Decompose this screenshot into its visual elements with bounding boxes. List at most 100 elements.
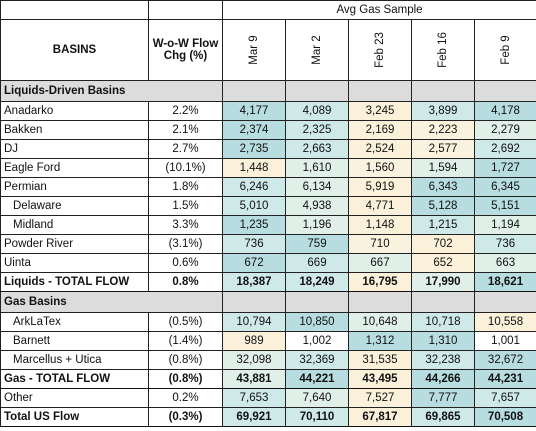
flow-value-cell: 710 — [348, 234, 412, 254]
flow-value-cell: 43,495 — [348, 369, 412, 389]
section-header-row: Gas Basins — [0, 291, 536, 313]
flow-value-cell: 5,128 — [411, 196, 475, 216]
basin-row: Marcellus + Utica (0.8%) 32,098 32,369 31,53… — [0, 350, 536, 370]
flow-value-cell: 1,215 — [411, 215, 475, 235]
wow-change-value: (0.8%) — [148, 369, 223, 389]
date-header: Feb 16 — [411, 19, 475, 81]
section-header-row: Liquids-Driven Basins — [0, 80, 536, 102]
section-header-blank — [222, 291, 286, 313]
basin-name: Total US Flow — [0, 407, 149, 427]
basin-row: Bakken 2.1% 2,374 2,325 2,169 2,223 2,279 — [0, 120, 536, 140]
flow-value-cell: 7,527 — [348, 388, 412, 408]
basin-name: Uinta — [0, 253, 149, 273]
flow-value-cell: 17,990 — [411, 272, 475, 292]
flow-value-cell: 989 — [222, 331, 286, 351]
flow-value-cell: 43,881 — [222, 369, 286, 389]
flow-value-cell: 7,777 — [411, 388, 475, 408]
flow-value-cell: 18,387 — [222, 272, 286, 292]
flow-value-cell: 4,089 — [285, 101, 349, 121]
section-header-blank — [348, 80, 412, 102]
flow-value-cell: 736 — [473, 234, 536, 254]
wow-change-value: 2.2% — [148, 101, 223, 121]
basin-row: Barnett (1.4%) 989 1,002 1,312 1,310 1,001 — [0, 331, 536, 351]
flow-value-cell: 32,098 — [222, 350, 286, 370]
date-label: Mar 9 — [248, 35, 260, 65]
flow-value-cell: 44,221 — [285, 369, 349, 389]
flow-value-cell: 1,312 — [348, 331, 412, 351]
flow-value-cell: 1,196 — [285, 215, 349, 235]
flow-value-cell: 2,325 — [285, 120, 349, 140]
section-header-blank — [285, 291, 349, 313]
flow-value-cell: 2,577 — [411, 139, 475, 159]
flow-value-cell: 2,524 — [348, 139, 412, 159]
flow-value-cell: 1,194 — [473, 215, 536, 235]
wow-change-value: 2.7% — [148, 139, 223, 159]
flow-value-cell: 6,246 — [222, 177, 286, 197]
date-header: Mar 9 — [222, 19, 286, 81]
basins-header: BASINS — [0, 19, 149, 81]
flow-value-cell: 6,343 — [411, 177, 475, 197]
flow-value-cell: 70,110 — [285, 407, 349, 427]
flow-value-cell: 1,727 — [473, 158, 536, 178]
basin-row: Midland 3.3% 1,235 1,196 1,148 1,215 1,194 — [0, 215, 536, 235]
header-blank-1 — [0, 0, 149, 20]
flow-value-cell: 736 — [222, 234, 286, 254]
wow-change-value: 0.2% — [148, 388, 223, 408]
wow-change-value: (3.1%) — [148, 234, 223, 254]
flow-value-cell: 1,235 — [222, 215, 286, 235]
wow-change-value: (10.1%) — [148, 158, 223, 178]
wow-change-value: (0.5%) — [148, 312, 223, 332]
basin-name: Other — [0, 388, 149, 408]
wow-change-value: 1.8% — [148, 177, 223, 197]
flow-value-cell: 10,794 — [222, 312, 286, 332]
basin-name: Bakken — [0, 120, 149, 140]
wow-change-value: (0.8%) — [148, 350, 223, 370]
avg-gas-sample-header: Avg Gas Sample — [221, 0, 536, 20]
flow-value-cell: 702 — [411, 234, 475, 254]
wow-change-value: (1.4%) — [148, 331, 223, 351]
flow-value-cell: 44,266 — [411, 369, 475, 389]
basin-name: DJ — [0, 139, 149, 159]
section-header-blank — [411, 291, 475, 313]
flow-value-cell: 5,151 — [473, 196, 536, 216]
flow-value-cell: 16,795 — [348, 272, 412, 292]
flow-value-cell: 7,657 — [473, 388, 536, 408]
flow-value-cell: 4,178 — [473, 101, 536, 121]
basin-name: Marcellus + Utica — [0, 350, 149, 370]
wow-change-value: 3.3% — [148, 215, 223, 235]
basin-name: Delaware — [0, 196, 149, 216]
flow-value-cell: 1,448 — [222, 158, 286, 178]
flow-value-cell: 3,899 — [411, 101, 475, 121]
flow-value-cell: 10,558 — [473, 312, 536, 332]
flow-value-cell: 2,374 — [222, 120, 286, 140]
header-row-top: Avg Gas Sample — [0, 0, 536, 20]
flow-value-cell: 663 — [473, 253, 536, 273]
flow-value-cell: 70,508 — [473, 407, 536, 427]
date-header: Feb 23 — [348, 19, 412, 81]
flow-value-cell: 1,560 — [348, 158, 412, 178]
basin-name: Permian — [0, 177, 149, 197]
basin-row: Permian 1.8% 6,246 6,134 5,919 6,343 6,345 — [0, 177, 536, 197]
basin-row: Anadarko 2.2% 4,177 4,089 3,245 3,899 4,178 — [0, 101, 536, 121]
flow-value-cell: 2,663 — [285, 139, 349, 159]
basin-name: ArkLaTex — [0, 312, 149, 332]
total-row: Gas - TOTAL FLOW (0.8%) 43,881 44,221 43,495… — [0, 369, 536, 389]
flow-value-cell: 2,223 — [411, 120, 475, 140]
flow-value-cell: 1,148 — [348, 215, 412, 235]
flow-value-cell: 32,672 — [473, 350, 536, 370]
date-header: Mar 2 — [285, 19, 349, 81]
flow-value-cell: 759 — [285, 234, 349, 254]
wow-change-value: 1.5% — [148, 196, 223, 216]
flow-value-cell: 667 — [348, 253, 412, 273]
flow-value-cell: 5,010 — [222, 196, 286, 216]
date-label: Feb 9 — [499, 35, 512, 65]
basin-row: ArkLaTex (0.5%) 10,794 10,850 10,648 10,718 10… — [0, 312, 536, 332]
flow-value-cell: 2,279 — [473, 120, 536, 140]
flow-value-cell: 18,249 — [285, 272, 349, 292]
basin-row: Other 0.2% 7,653 7,640 7,527 7,777 7,657 — [0, 388, 536, 408]
basin-name: Liquids - TOTAL FLOW — [0, 272, 149, 292]
header-blank-2 — [148, 0, 223, 20]
flow-value-cell: 7,640 — [285, 388, 349, 408]
flow-value-cell: 3,245 — [348, 101, 412, 121]
